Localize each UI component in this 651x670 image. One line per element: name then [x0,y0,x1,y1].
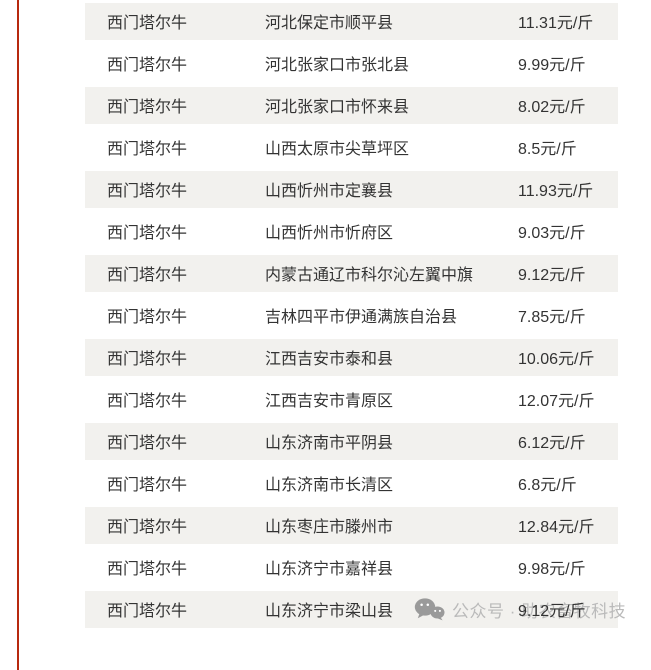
region-cell: 河北张家口市张北县 [265,57,410,74]
table-row: 西门塔尔牛 内蒙古通辽市科尔沁左翼中旗 9.12元/斤 [85,252,618,294]
table-row: 西门塔尔牛 山东枣庄市滕州市 12.84元/斤 [85,504,618,546]
breed-cell: 西门塔尔牛 [107,99,188,116]
table-row: 西门塔尔牛 河北张家口市怀来县 8.02元/斤 [85,84,618,126]
price-cell: 12.07元/斤 [518,393,595,410]
table-row: 西门塔尔牛 江西吉安市泰和县 10.06元/斤 [85,336,618,378]
price-cell: 8.5元/斤 [518,141,577,158]
breed-cell: 西门塔尔牛 [107,477,188,494]
region-cell: 山东济宁市梁山县 [265,603,394,620]
table-row: 西门塔尔牛 吉林四平市伊通满族自治县 7.85元/斤 [85,294,618,336]
table-row: 西门塔尔牛 山东济宁市梁山县 9.12元/斤 [85,588,618,630]
table-row: 西门塔尔牛 山东济宁市嘉祥县 9.98元/斤 [85,546,618,588]
table-row: 西门塔尔牛 山东济南市长清区 6.8元/斤 [85,462,618,504]
price-cell: 12.84元/斤 [518,519,595,536]
table-row: 西门塔尔牛 山西忻州市忻府区 9.03元/斤 [85,210,618,252]
breed-cell: 西门塔尔牛 [107,351,188,368]
table-row: 西门塔尔牛 山东济南市平阴县 6.12元/斤 [85,420,618,462]
region-cell: 内蒙古通辽市科尔沁左翼中旗 [265,267,474,284]
breed-cell: 西门塔尔牛 [107,267,188,284]
price-cell: 9.12元/斤 [518,267,586,284]
breed-cell: 西门塔尔牛 [107,603,188,620]
price-cell: 11.31元/斤 [518,15,594,32]
region-cell: 河北张家口市怀来县 [265,99,410,116]
region-cell: 山西忻州市忻府区 [265,225,394,242]
breed-cell: 西门塔尔牛 [107,183,188,200]
price-cell: 8.02元/斤 [518,99,586,116]
region-cell: 山东济宁市嘉祥县 [265,561,394,578]
breed-cell: 西门塔尔牛 [107,561,188,578]
table-row: 西门塔尔牛 河北张家口市张北县 9.99元/斤 [85,42,618,84]
region-cell: 江西吉安市泰和县 [265,351,394,368]
breed-cell: 西门塔尔牛 [107,435,188,452]
region-cell: 山西忻州市定襄县 [265,183,394,200]
breed-cell: 西门塔尔牛 [107,225,188,242]
region-cell: 山东济南市平阴县 [265,435,394,452]
price-cell: 7.85元/斤 [518,309,586,326]
region-cell: 河北保定市顺平县 [265,15,394,32]
table-row: 西门塔尔牛 江西吉安市青原区 12.07元/斤 [85,378,618,420]
price-cell: 9.99元/斤 [518,57,586,74]
region-cell: 山东济南市长清区 [265,477,394,494]
table-row: 西门塔尔牛 山西太原市尖草坪区 8.5元/斤 [85,126,618,168]
breed-cell: 西门塔尔牛 [107,519,188,536]
breed-cell: 西门塔尔牛 [107,141,188,158]
price-cell: 6.12元/斤 [518,435,586,452]
table-row: 西门塔尔牛 山西忻州市定襄县 11.93元/斤 [85,168,618,210]
price-cell: 9.03元/斤 [518,225,586,242]
price-cell: 9.12元/斤 [518,603,586,620]
price-cell: 11.93元/斤 [518,183,594,200]
breed-cell: 西门塔尔牛 [107,15,188,32]
breed-cell: 西门塔尔牛 [107,309,188,326]
accent-line [17,0,19,670]
region-cell: 山东枣庄市滕州市 [265,519,394,536]
breed-cell: 西门塔尔牛 [107,57,188,74]
region-cell: 吉林四平市伊通满族自治县 [265,309,458,326]
price-cell: 10.06元/斤 [518,351,595,368]
price-cell: 6.8元/斤 [518,477,577,494]
table-row: 西门塔尔牛 河北保定市顺平县 11.31元/斤 [85,0,618,42]
price-cell: 9.98元/斤 [518,561,586,578]
region-cell: 江西吉安市青原区 [265,393,394,410]
price-table: 西门塔尔牛 河北保定市顺平县 11.31元/斤 西门塔尔牛 河北张家口市张北县 … [85,0,618,630]
region-cell: 山西太原市尖草坪区 [265,141,410,158]
breed-cell: 西门塔尔牛 [107,393,188,410]
